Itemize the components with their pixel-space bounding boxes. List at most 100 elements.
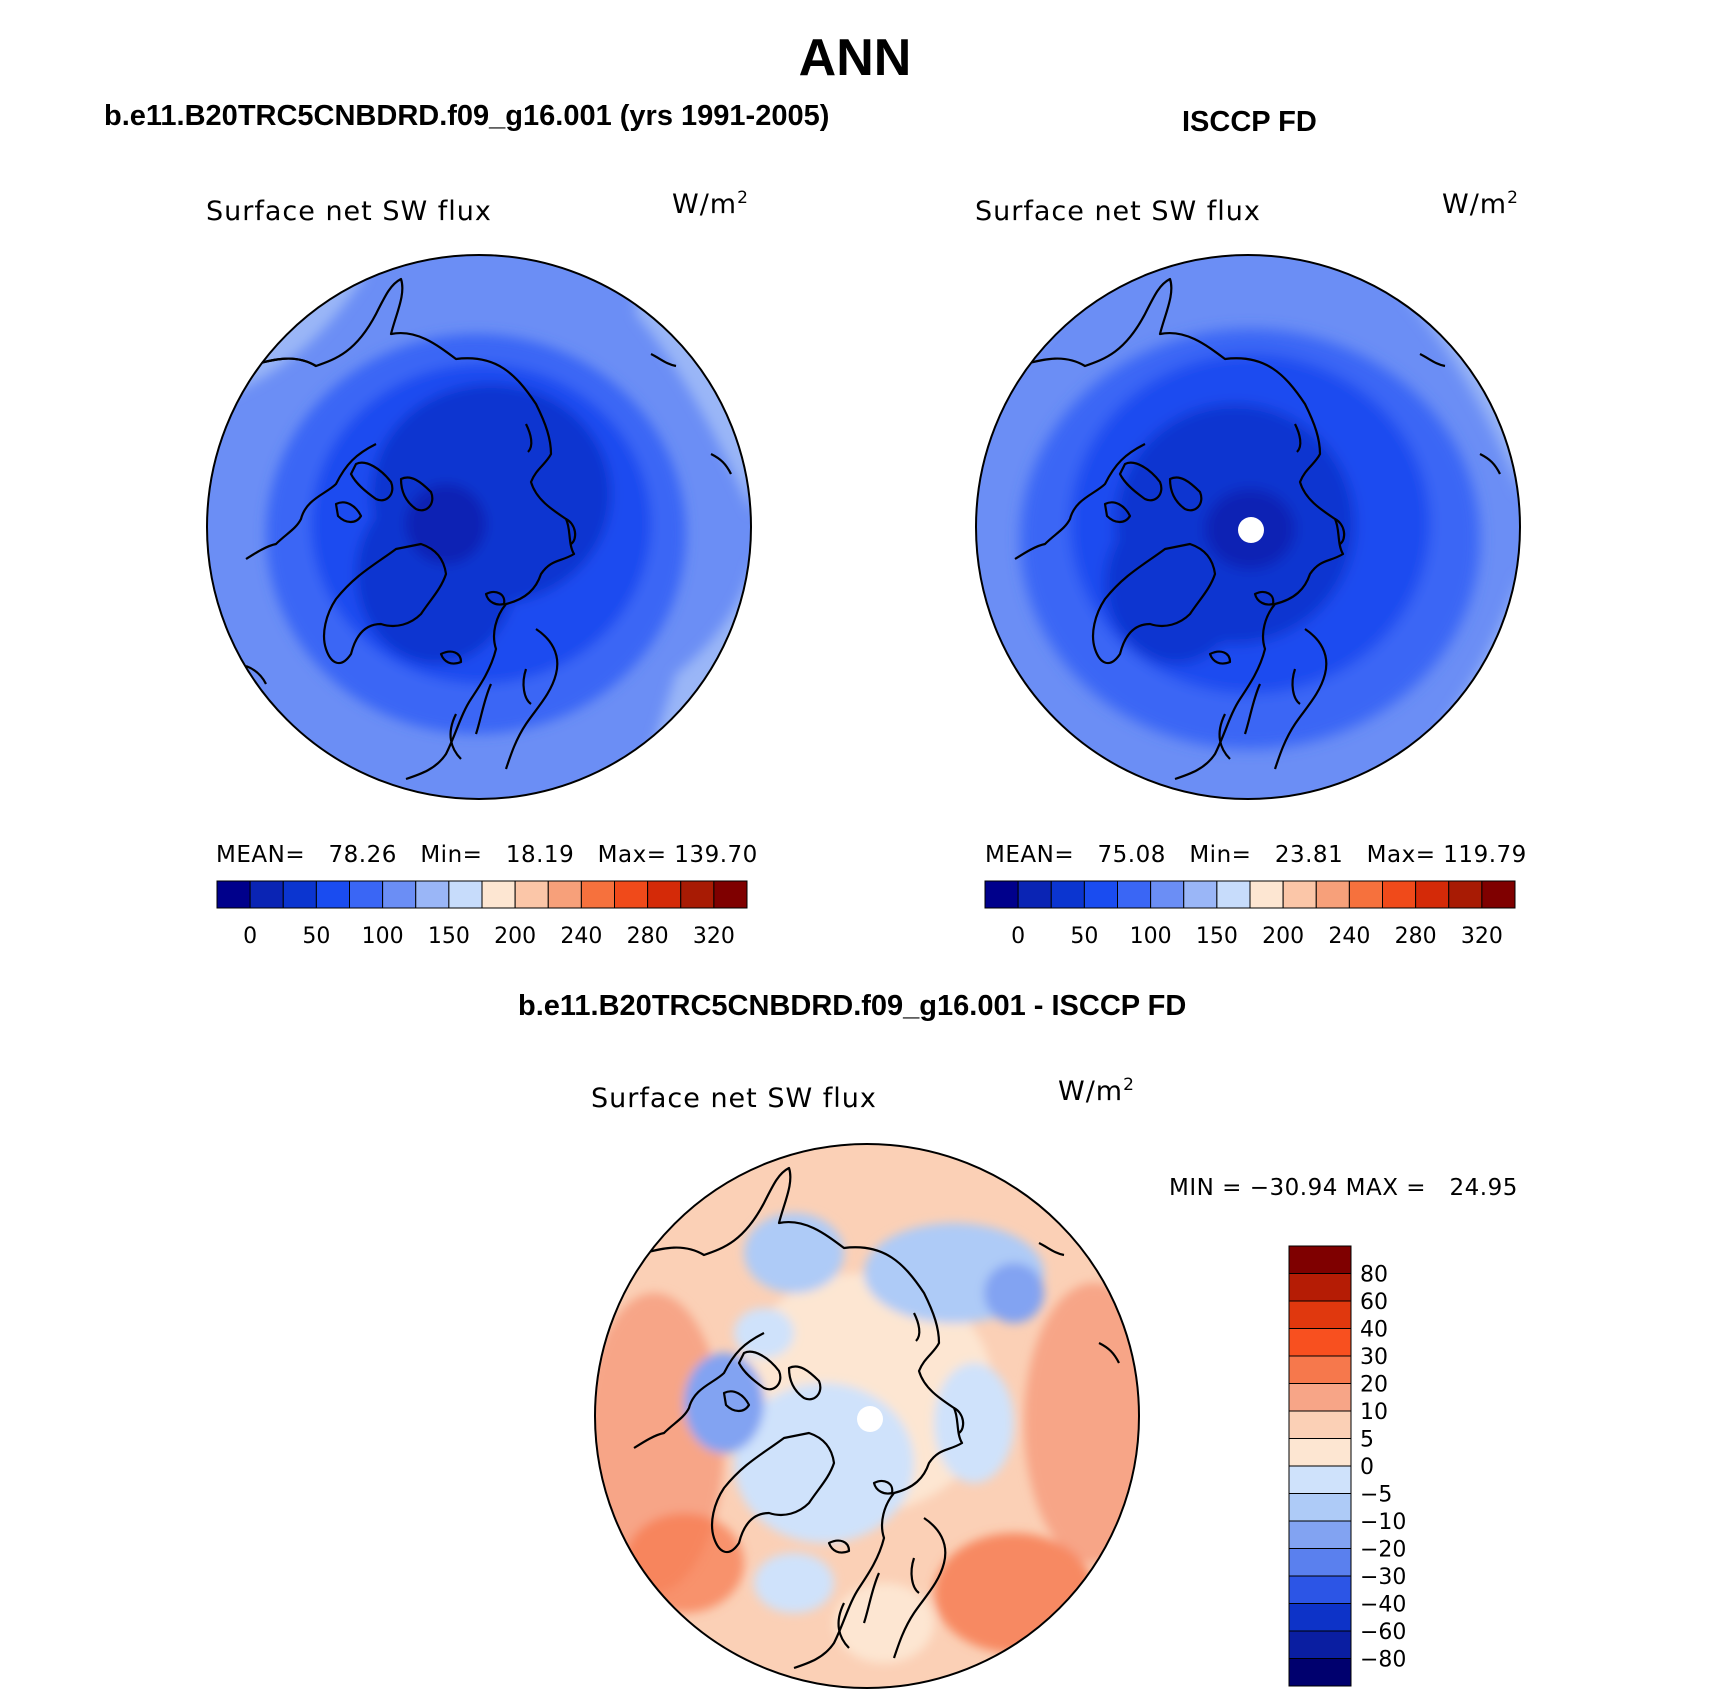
colorbar-swatch — [1288, 1575, 1352, 1604]
colorbar-swatch — [1288, 1630, 1352, 1659]
colorbar-swatch — [614, 880, 649, 909]
mean-label: MEAN= — [985, 842, 1075, 868]
colorbar-swatch — [1150, 880, 1185, 909]
colorbar-swatch — [1348, 880, 1383, 909]
colorbar-swatch — [382, 880, 417, 909]
case-label-model: b.e11.B20TRC5CNBDRD.f09_g16.001 (yrs 199… — [104, 100, 830, 132]
colorbar-swatch — [580, 880, 615, 909]
colorbar-tick-label: −5 — [1360, 1483, 1392, 1508]
colorbar-swatch — [1288, 1520, 1352, 1549]
colorbar-swatch — [1288, 1438, 1352, 1467]
colorbar-tick-label: 80 — [1360, 1263, 1388, 1288]
colorbar-swatch — [1288, 1383, 1352, 1412]
colorbar-swatch — [1288, 1548, 1352, 1577]
colorbar-swatch — [349, 880, 384, 909]
missing-pole — [857, 1406, 883, 1432]
field-contours — [207, 255, 751, 799]
colorbar-tick-label: −10 — [1360, 1510, 1406, 1535]
colorbar-tick-label: 200 — [1262, 924, 1304, 949]
colorbar-tick-label: 5 — [1360, 1428, 1374, 1453]
colorbar-tick-label: 10 — [1360, 1400, 1388, 1425]
colorbar-swatch — [282, 880, 317, 909]
map-border — [975, 254, 1521, 800]
colorbar-swatch — [1288, 1465, 1352, 1494]
colorbar-swatch — [1288, 1355, 1352, 1384]
stats-obs: MEAN= 75.08 Min= 23.81 Max= 119.79 — [985, 842, 1527, 868]
colorbar-swatch — [1183, 880, 1218, 909]
mean-value: 78.26 — [328, 842, 397, 868]
colorbar-swatch — [481, 880, 516, 909]
colorbar-swatch — [415, 880, 450, 909]
map-border — [206, 254, 752, 800]
missing-pole — [1238, 517, 1264, 543]
units-obs: W/m2 — [1442, 188, 1519, 220]
colorbar-obs: 0 50 100 150 200 240 280 320 — [984, 880, 1516, 949]
colorbar-swatch — [514, 880, 549, 909]
polar-map-obs — [975, 254, 1521, 800]
colorbar-model: 0 50 100 150 200 240 280 320 — [216, 880, 748, 949]
colorbar-tick-label: 0 — [1360, 1455, 1374, 1480]
colorbar-tick-label: 0 — [1011, 924, 1025, 949]
colorbar-tick-label: 0 — [243, 924, 257, 949]
coastlines — [1014, 277, 1501, 781]
colorbar-tick-label: 30 — [1360, 1345, 1388, 1370]
colorbar-tick-label: 240 — [1328, 924, 1370, 949]
figure-title: ANN — [798, 29, 912, 87]
colorbar-swatch — [984, 880, 1019, 909]
colorbar-tick-label: 40 — [1360, 1318, 1388, 1343]
max-label: Max= — [1366, 842, 1436, 868]
colorbar-tick-label: 60 — [1360, 1290, 1388, 1315]
colorbar-swatch — [1288, 1493, 1352, 1522]
colorbar-swatch — [1415, 880, 1450, 909]
plot-title-diff: Surface net SW flux — [591, 1083, 877, 1114]
colorbar-swatch — [1083, 880, 1118, 909]
colorbar-swatch — [1050, 880, 1085, 909]
min-value: 23.81 — [1274, 842, 1344, 868]
mean-value: 75.08 — [1097, 842, 1166, 868]
colorbar-swatch — [1117, 880, 1152, 909]
colorbar-swatch — [1017, 880, 1052, 909]
minmax-diff: MIN = −30.94 MAX = 24.95 — [1169, 1175, 1518, 1201]
min-value: 18.19 — [505, 842, 575, 868]
units-exponent: 2 — [1123, 1075, 1135, 1095]
coastlines — [245, 277, 732, 781]
colorbar-swatch — [1288, 1658, 1352, 1687]
colorbar-tick-label: −80 — [1360, 1648, 1406, 1673]
units-text: W/m — [1058, 1076, 1124, 1107]
coastlines — [633, 1166, 1120, 1670]
polar-map-model — [206, 254, 752, 800]
colorbar-tick-label: 150 — [428, 924, 470, 949]
colorbar-swatch — [647, 880, 682, 909]
case-label-diff: b.e11.B20TRC5CNBDRD.f09_g16.001 - ISCCP … — [518, 990, 1187, 1022]
units-text: W/m — [672, 189, 738, 220]
units-diff: W/m2 — [1058, 1075, 1135, 1107]
colorbar-swatch — [1382, 880, 1417, 909]
colorbar-tick-label: 150 — [1196, 924, 1238, 949]
colorbar-tick-label: 100 — [1130, 924, 1172, 949]
colorbar-tick-label: −40 — [1360, 1593, 1406, 1618]
min-label: Min= — [420, 842, 483, 868]
colorbar-swatch — [315, 880, 350, 909]
colorbar-tick-label: 280 — [1395, 924, 1437, 949]
colorbar-swatch — [216, 880, 251, 909]
colorbar-swatch — [1216, 880, 1251, 909]
plot-title-model: Surface net SW flux — [206, 196, 492, 227]
colorbar-swatch — [1315, 880, 1350, 909]
units-model: W/m2 — [672, 188, 749, 220]
colorbar-tick-label: 50 — [302, 924, 330, 949]
colorbar-swatch — [1288, 1603, 1352, 1632]
colorbar-tick-label: 100 — [362, 924, 404, 949]
colorbar-swatch — [1448, 880, 1483, 909]
colorbar-swatch — [1288, 1300, 1352, 1329]
colorbar-tick-label: 20 — [1360, 1373, 1388, 1398]
colorbar-swatch — [680, 880, 715, 909]
colorbar-swatch — [1288, 1410, 1352, 1439]
colorbar-swatch — [1481, 880, 1516, 909]
plot-title-obs: Surface net SW flux — [975, 196, 1261, 227]
min-label: Min= — [1189, 842, 1252, 868]
colorbar-tick-label: 320 — [1461, 924, 1503, 949]
colorbar-swatch — [1282, 880, 1317, 909]
case-label-obs: ISCCP FD — [1182, 106, 1317, 138]
stats-model: MEAN= 78.26 Min= 18.19 Max= 139.70 — [216, 842, 758, 868]
